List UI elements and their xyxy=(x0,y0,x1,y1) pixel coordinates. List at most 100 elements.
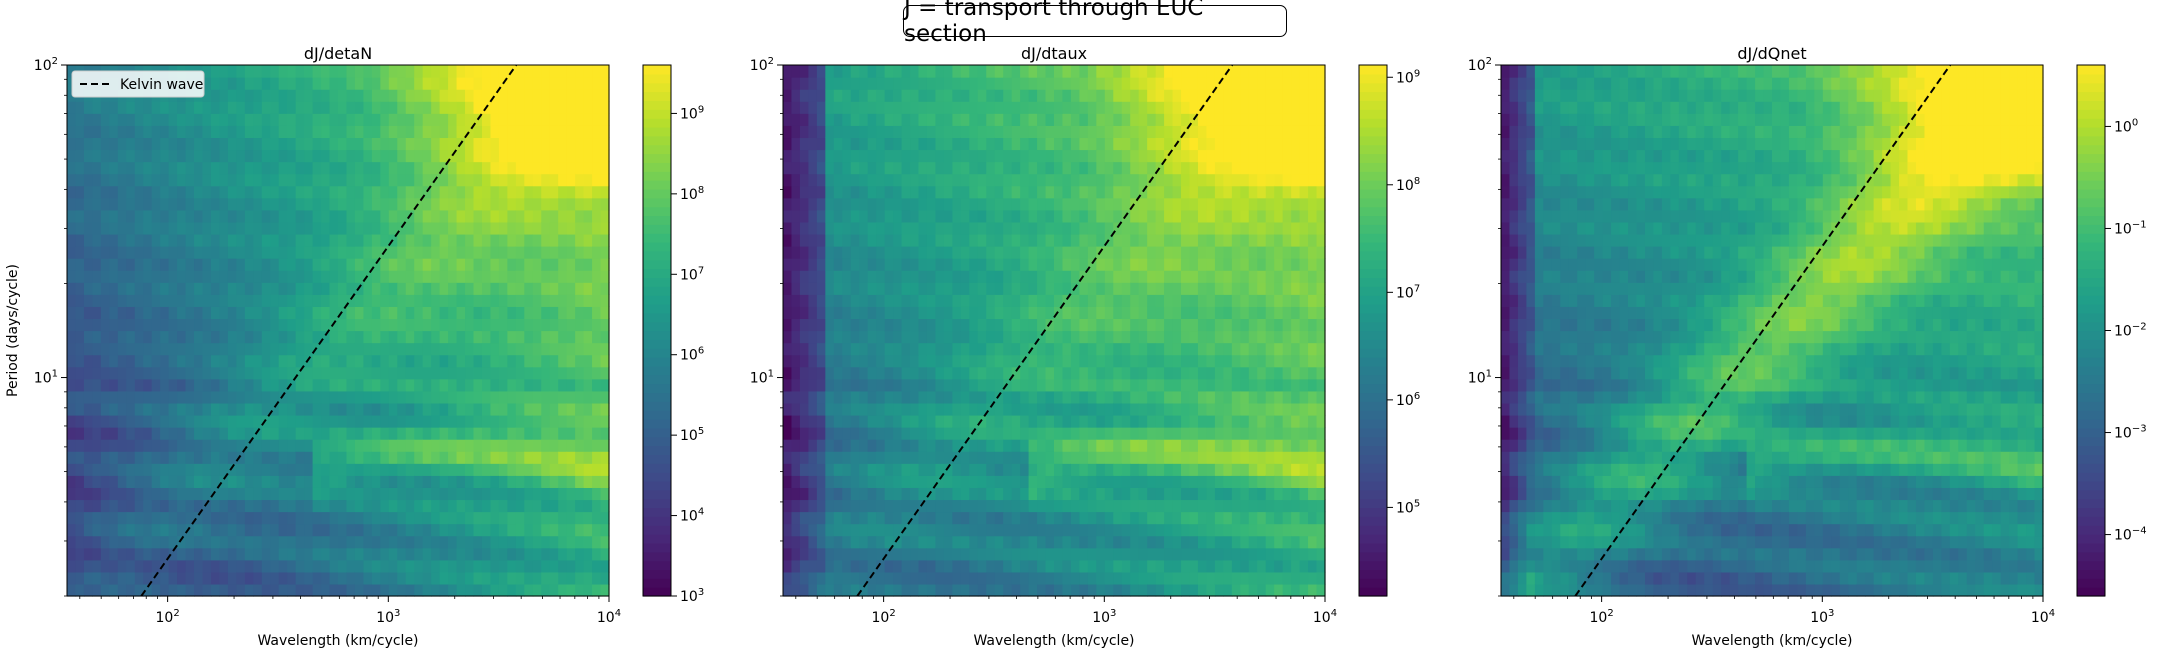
heatmap-cell xyxy=(473,439,483,452)
heatmap-cell xyxy=(219,89,229,102)
heatmap-cell xyxy=(414,209,424,223)
heatmap-cell xyxy=(977,282,987,295)
heatmap-cell xyxy=(210,258,221,271)
heatmap-cell xyxy=(935,77,945,90)
heatmap-cell xyxy=(431,197,441,211)
heatmap-cell xyxy=(859,173,869,187)
heatmap-cell xyxy=(363,390,373,404)
heatmap-cell xyxy=(1087,137,1097,151)
heatmap-cell xyxy=(439,559,449,573)
heatmap-cell xyxy=(799,161,810,175)
heatmap-cell xyxy=(473,282,483,295)
heatmap-cell xyxy=(532,366,542,380)
heatmap-cell xyxy=(236,113,246,126)
heatmap-cell xyxy=(549,414,559,428)
heatmap-cell xyxy=(986,258,996,271)
heatmap-cell xyxy=(592,125,602,139)
heatmap-cell xyxy=(261,185,271,199)
heatmap-cell xyxy=(842,390,852,404)
heatmap-cell xyxy=(354,306,365,320)
heatmap-cell xyxy=(448,233,458,247)
heatmap-cell xyxy=(346,342,356,356)
heatmap-cell xyxy=(791,101,801,114)
heatmap-cell xyxy=(600,451,610,464)
heatmap-cell xyxy=(1138,499,1148,513)
heatmap-cell xyxy=(867,571,877,585)
heatmap-cell xyxy=(783,258,793,271)
heatmap-cell xyxy=(876,77,886,90)
heatmap-cell xyxy=(541,185,551,199)
heatmap-cell xyxy=(833,233,843,247)
heatmap-cell xyxy=(1079,499,1089,513)
heatmap-cell xyxy=(270,149,280,163)
heatmap-cell xyxy=(583,354,593,368)
heatmap-cell xyxy=(1113,137,1123,151)
heatmap-cell xyxy=(456,475,466,488)
heatmap-cell xyxy=(1087,342,1097,356)
heatmap-cell xyxy=(177,306,187,320)
heatmap-cell xyxy=(109,197,119,211)
heatmap-cell xyxy=(901,330,911,344)
heatmap-cell xyxy=(143,499,153,513)
heatmap-cell xyxy=(1062,559,1072,573)
heatmap-cell xyxy=(109,342,119,356)
heatmap-cell xyxy=(75,149,85,163)
heatmap-cell xyxy=(808,583,818,597)
heatmap-cell xyxy=(380,65,390,78)
heatmap-cell xyxy=(952,342,962,356)
heatmap-cell xyxy=(842,583,852,597)
heatmap-cell xyxy=(986,535,996,549)
heatmap-cell xyxy=(481,282,492,295)
heatmap-cell xyxy=(1028,523,1038,537)
heatmap-cell xyxy=(465,390,475,404)
heatmap-cell xyxy=(117,294,127,307)
heatmap-cell xyxy=(507,113,517,126)
heatmap-cell xyxy=(515,378,525,392)
heatmap-cell xyxy=(901,390,911,404)
colorbar-tick-label-exp: 9 xyxy=(698,104,704,115)
heatmap-cell xyxy=(236,125,246,139)
heatmap-cell xyxy=(168,318,178,332)
heatmap-cell xyxy=(808,282,818,295)
heatmap-cell xyxy=(1054,451,1064,464)
heatmap-cell xyxy=(1037,125,1047,139)
heatmap-cell xyxy=(338,511,348,525)
heatmap-cell xyxy=(575,125,585,139)
heatmap-cell xyxy=(414,463,424,476)
heatmap-cell xyxy=(1121,77,1131,90)
heatmap-cell xyxy=(177,125,187,139)
heatmap-cell xyxy=(490,246,500,259)
heatmap-cell xyxy=(799,101,810,114)
heatmap-cell xyxy=(134,523,144,537)
heatmap-cell xyxy=(960,583,970,597)
colorbar-segment xyxy=(643,472,671,482)
heatmap-cell xyxy=(783,197,793,211)
heatmap-cell xyxy=(1130,571,1140,585)
heatmap-cell xyxy=(321,185,331,199)
heatmap-cell xyxy=(227,101,237,114)
heatmap-cell xyxy=(799,487,810,501)
heatmap-cell xyxy=(1011,378,1021,392)
heatmap-cell xyxy=(566,282,576,295)
heatmap-cell xyxy=(1155,487,1165,501)
heatmap-cell xyxy=(910,113,920,126)
heatmap-cell xyxy=(473,233,483,247)
heatmap-cell xyxy=(1079,342,1089,356)
heatmap-cell xyxy=(456,354,466,368)
heatmap-cell xyxy=(791,270,801,283)
heatmap-cell xyxy=(422,282,432,295)
heatmap-cell xyxy=(1020,161,1030,175)
heatmap-cell xyxy=(1037,209,1047,223)
colorbar-segment xyxy=(643,401,671,411)
heatmap-cell xyxy=(312,318,322,332)
heatmap-cell xyxy=(498,451,508,464)
heatmap-cell xyxy=(321,137,331,151)
heatmap-cell xyxy=(816,487,826,501)
heatmap-cell xyxy=(943,113,953,126)
heatmap-cell xyxy=(346,402,356,416)
heatmap-cell xyxy=(799,294,810,307)
heatmap-cell xyxy=(1045,439,1055,452)
heatmap-cell xyxy=(194,366,204,380)
heatmap-cell xyxy=(422,427,432,440)
heatmap-cell xyxy=(1121,427,1131,440)
